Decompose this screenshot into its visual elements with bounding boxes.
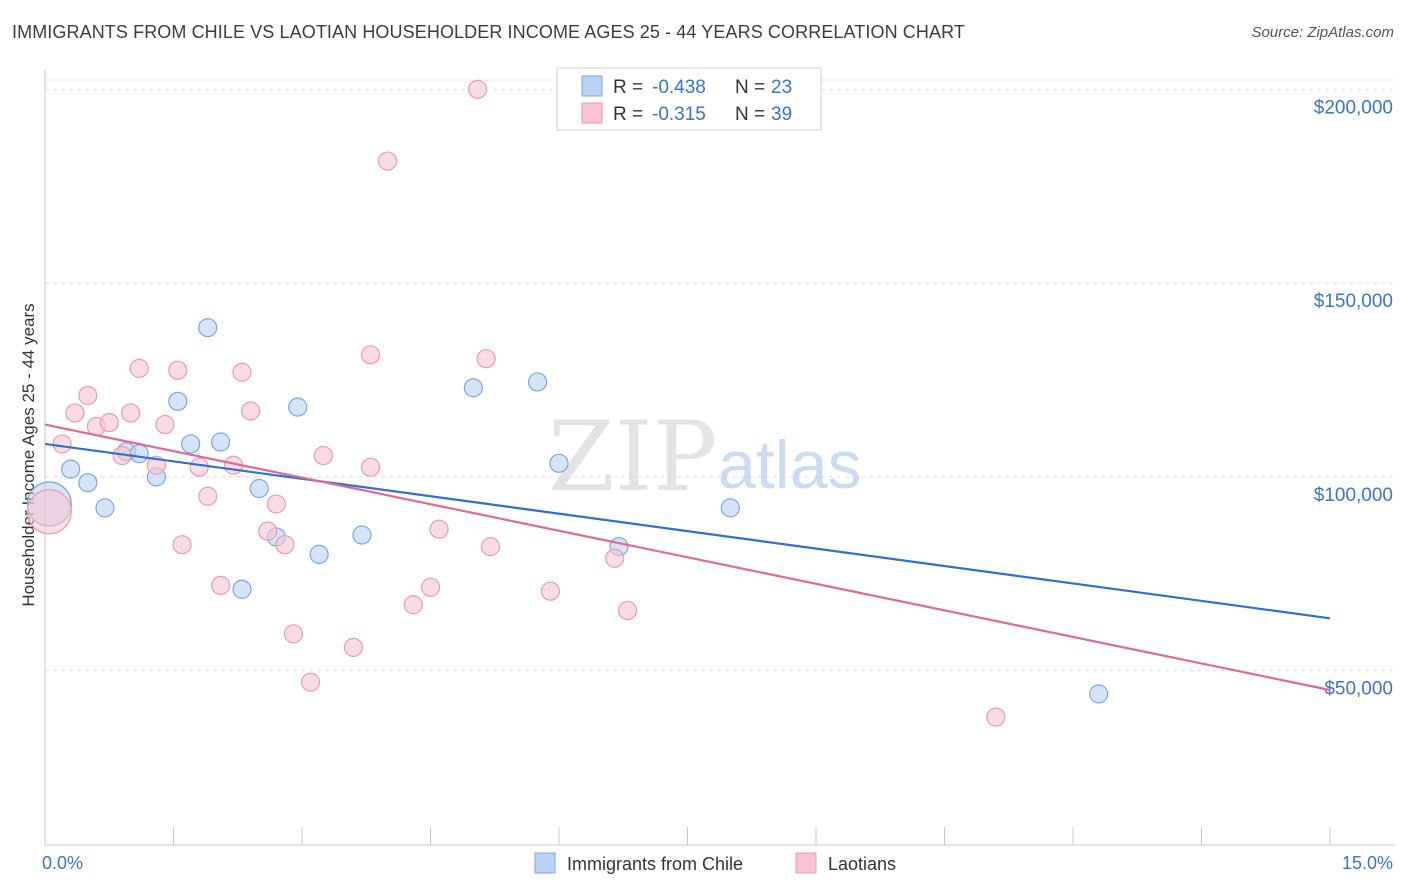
point-chile xyxy=(129,444,149,464)
bottom-legend-label-chile: Immigrants from Chile xyxy=(567,854,743,874)
point-laotian xyxy=(360,345,381,365)
point-chile xyxy=(463,378,483,398)
point-chile xyxy=(288,397,308,417)
point-laotian xyxy=(189,457,209,477)
legend-r-label: R = xyxy=(613,77,643,98)
point-laotian xyxy=(605,548,625,568)
point-laotian xyxy=(198,486,218,506)
point-chile xyxy=(549,453,569,473)
trend-line-laotian xyxy=(44,423,1331,692)
point-chile xyxy=(720,498,740,518)
point-laotian xyxy=(172,535,192,555)
point-laotian xyxy=(266,494,286,514)
trend-line-chile xyxy=(44,442,1331,620)
point-laotian xyxy=(429,519,449,539)
point-laotian xyxy=(986,707,1006,727)
x-tick-label-max: 15.0% xyxy=(1342,853,1393,873)
point-chile xyxy=(168,391,188,411)
y-tick-label: $150,000 xyxy=(1314,291,1393,312)
point-laotian xyxy=(211,575,231,595)
point-laotian xyxy=(241,401,261,421)
point-laotian xyxy=(283,624,304,644)
legend-n-value: 39 xyxy=(771,104,792,125)
point-chile xyxy=(352,525,372,545)
point-chile xyxy=(198,318,218,338)
point-laotian xyxy=(258,521,278,541)
point-laotian xyxy=(155,414,175,435)
point-laotian xyxy=(52,434,72,454)
point-laotian xyxy=(65,403,85,423)
y-axis-label: Householder Income Ages 25 - 44 years xyxy=(19,303,38,606)
point-laotian xyxy=(420,577,441,597)
point-laotian xyxy=(468,79,488,99)
point-laotian xyxy=(360,457,381,477)
legend-r-label: R = xyxy=(613,104,643,125)
point-laotian xyxy=(313,445,334,466)
point-laotian xyxy=(26,489,72,535)
legend-n-label: N = xyxy=(735,104,765,125)
point-laotian xyxy=(99,413,119,433)
point-laotian xyxy=(168,360,188,380)
point-laotian xyxy=(540,581,561,601)
point-laotian xyxy=(403,595,423,615)
point-laotian xyxy=(476,349,496,369)
point-chile xyxy=(1089,684,1109,704)
y-tick-label: $200,000 xyxy=(1314,97,1393,118)
point-chile xyxy=(527,372,548,392)
point-chile xyxy=(95,498,115,518)
bottom-legend-swatch-laotian xyxy=(795,852,817,874)
bottom-legend-swatch-chile xyxy=(534,852,556,874)
point-laotian xyxy=(275,535,295,555)
point-chile xyxy=(249,478,269,499)
point-laotian xyxy=(480,537,501,557)
watermark-zip: ZIP xyxy=(548,401,717,513)
point-chile xyxy=(309,544,329,564)
point-chile xyxy=(211,432,231,452)
legend-swatch-chile xyxy=(581,75,603,97)
legend-n-value: 23 xyxy=(771,77,792,98)
source-label: Source: ZipAtlas.com xyxy=(1251,24,1394,41)
legend-n-label: N = xyxy=(735,77,765,98)
point-laotian xyxy=(343,637,363,657)
bottom-legend-label-laotian: Laotians xyxy=(828,854,896,874)
x-tick-label-min: 0.0% xyxy=(42,853,83,873)
legend-r-value: -0.315 xyxy=(652,104,706,125)
point-chile xyxy=(61,459,81,479)
watermark-atlas: atlas xyxy=(718,427,862,503)
legend-r-value: -0.438 xyxy=(652,77,706,98)
point-chile xyxy=(78,473,98,493)
point-laotian xyxy=(232,362,252,382)
point-chile xyxy=(232,579,252,599)
y-tick-label: $100,000 xyxy=(1314,485,1393,506)
point-chile xyxy=(181,434,201,454)
point-laotian xyxy=(129,358,149,378)
point-laotian xyxy=(378,151,398,171)
point-laotian xyxy=(121,403,141,423)
chart-title: IMMIGRANTS FROM CHILE VS LAOTIAN HOUSEHO… xyxy=(12,22,965,42)
point-laotian xyxy=(78,385,98,406)
y-tick-label: $50,000 xyxy=(1324,679,1393,700)
legend-swatch-laotian xyxy=(581,102,603,124)
point-laotian xyxy=(300,672,321,692)
point-laotian xyxy=(617,600,638,621)
